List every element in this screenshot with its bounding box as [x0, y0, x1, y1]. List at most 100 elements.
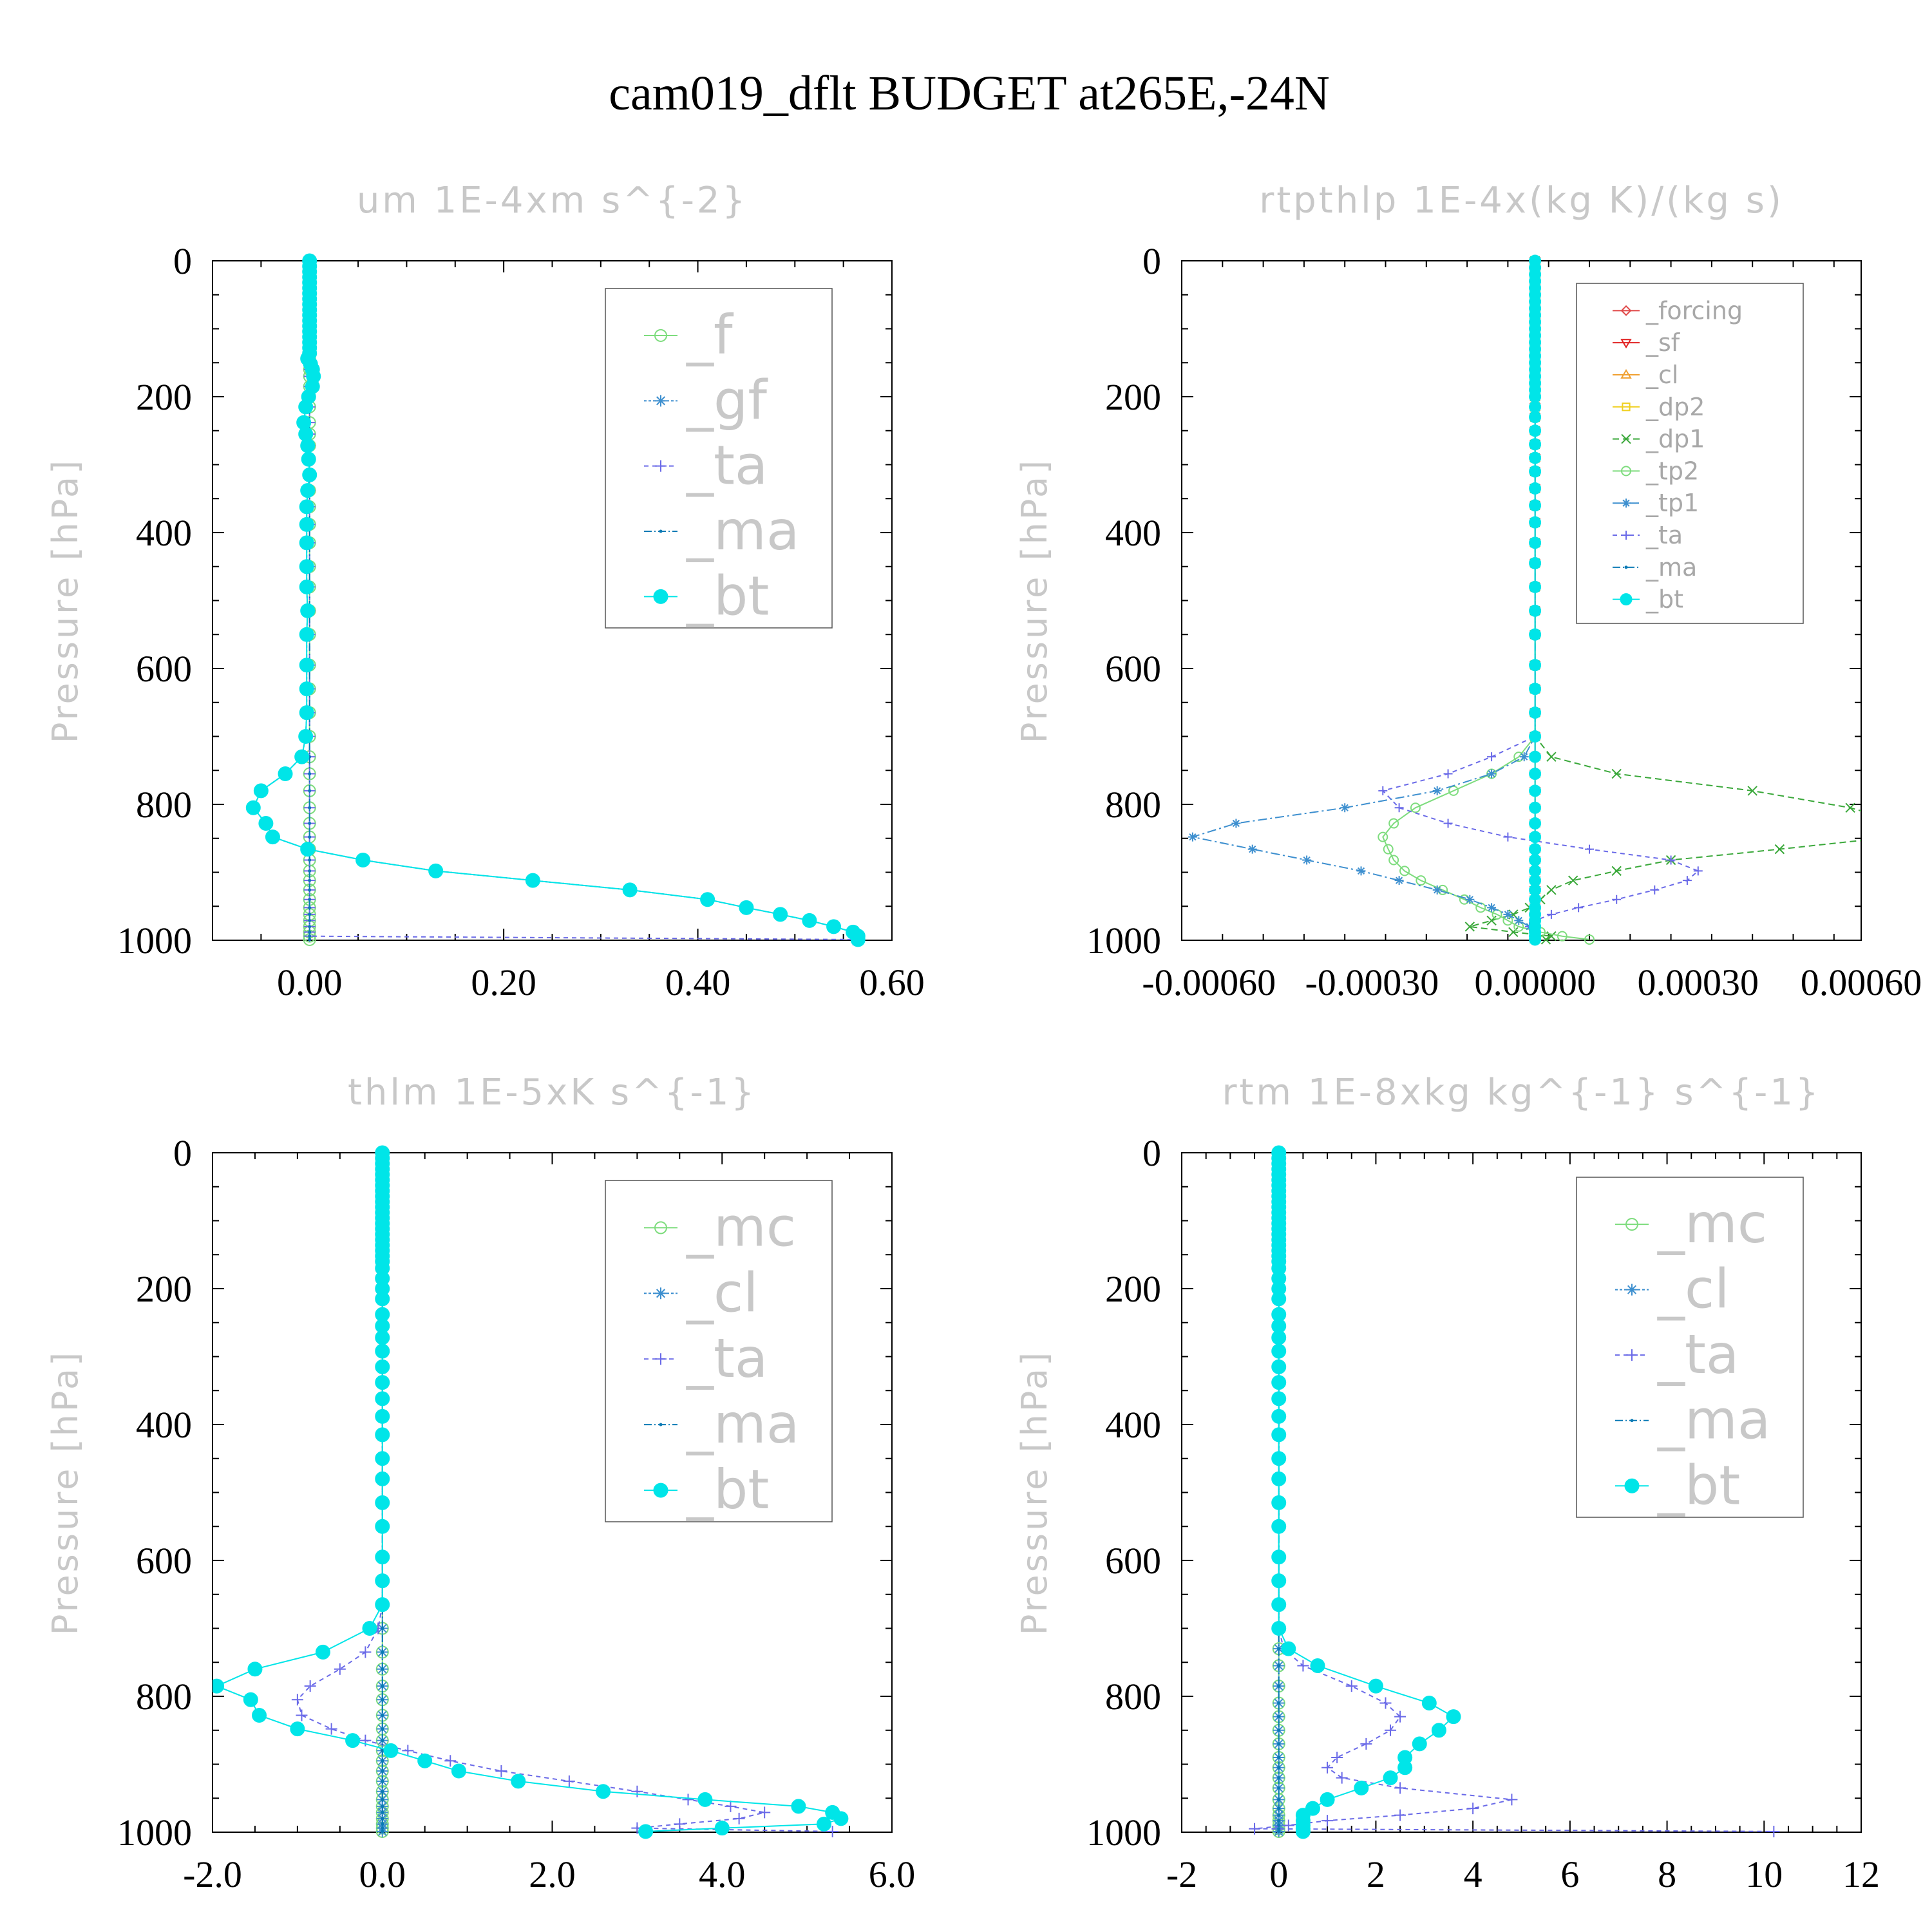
y-tick-label: 0 — [1142, 240, 1161, 282]
data-point — [850, 932, 866, 947]
y-axis-label: Pressure [hPa] — [45, 458, 86, 743]
legend-label: _bt — [1657, 1454, 1740, 1517]
data-point — [1345, 1680, 1358, 1692]
data-point — [375, 1375, 390, 1390]
data-point — [1487, 752, 1497, 762]
data-point — [1625, 1218, 1638, 1231]
legend-label: _mc — [686, 1195, 796, 1258]
data-point — [299, 658, 314, 673]
data-point — [1271, 1451, 1287, 1466]
data-point — [1271, 1549, 1287, 1565]
y-tick-label: 600 — [1105, 648, 1161, 690]
data-point — [1271, 1621, 1287, 1636]
data-point — [1774, 844, 1785, 855]
legend-label: _gf — [686, 368, 768, 431]
data-point — [733, 1812, 745, 1824]
data-point — [301, 451, 316, 467]
data-point — [381, 1650, 384, 1654]
y-tick-label: 400 — [136, 1404, 192, 1446]
data-point — [308, 930, 312, 934]
legend-label: _cl — [1645, 361, 1678, 389]
data-point — [759, 1806, 771, 1819]
data-point — [1277, 1797, 1281, 1801]
data-point — [682, 1794, 694, 1806]
data-point — [381, 1759, 384, 1763]
data-point — [1467, 1803, 1479, 1815]
data-point — [308, 772, 312, 776]
data-point — [299, 559, 314, 574]
legend-label: _ta — [1657, 1323, 1739, 1386]
chart-panel: 0 200 400 600 800 1000-0.00060 -0.00030 0.00000… — [1014, 180, 1922, 1003]
legend-box — [605, 288, 833, 629]
data-point — [381, 1698, 384, 1701]
data-point — [375, 1519, 390, 1534]
data-point — [1394, 876, 1404, 886]
legend-label: _forcing — [1645, 296, 1743, 325]
legend-label: _ma — [1645, 553, 1697, 582]
data-point — [308, 888, 312, 892]
data-point — [563, 1775, 575, 1787]
data-point — [1379, 1697, 1392, 1709]
data-point — [655, 395, 667, 407]
legend-box — [605, 1180, 833, 1522]
legend-label: _bt — [1645, 585, 1683, 614]
data-point — [308, 925, 312, 929]
data-point — [375, 1391, 390, 1406]
data-point — [1432, 885, 1442, 895]
chart-panel: 0 200 400 600 800 1000-2 0 2 4 6 8 10 12 rtm 1E-8xkg … — [1014, 1072, 1880, 1895]
data-point — [308, 806, 312, 810]
data-point — [1416, 875, 1426, 886]
chart-panel: 0 200 400 600 800 1000-2.0 0.0 2.0 4.0 6.0 thlm 1E… — [45, 1072, 915, 1895]
data-point — [375, 1573, 390, 1589]
data-point — [1397, 1760, 1413, 1776]
data-point — [308, 878, 312, 882]
data-point — [265, 829, 280, 845]
data-point — [381, 1627, 384, 1630]
data-point — [417, 1753, 433, 1768]
y-tick-label: 800 — [1105, 1676, 1161, 1718]
data-point — [1585, 844, 1594, 854]
data-point — [511, 1774, 526, 1789]
data-point — [1529, 580, 1542, 593]
data-point — [1271, 1375, 1287, 1390]
data-point — [1394, 803, 1404, 813]
data-point — [1622, 531, 1631, 540]
data-point — [1529, 516, 1542, 529]
data-point — [654, 328, 667, 342]
data-point — [697, 1792, 713, 1807]
data-point — [1277, 1715, 1281, 1719]
series-bt — [1271, 1145, 1461, 1839]
data-point — [1514, 916, 1524, 925]
plot-area — [213, 1145, 849, 1839]
data-point — [298, 729, 314, 744]
legend-label: _bt — [686, 564, 769, 627]
data-point — [325, 1723, 337, 1735]
y-tick-label: 1000 — [1086, 920, 1161, 961]
data-point — [1271, 1291, 1287, 1307]
x-tick-label: 0.20 — [471, 961, 536, 1003]
data-point — [1277, 1664, 1281, 1668]
data-point — [1271, 1573, 1287, 1589]
y-tick-label: 200 — [1105, 376, 1161, 418]
data-point — [381, 1714, 384, 1718]
data-point — [302, 467, 317, 482]
data-point — [299, 705, 314, 721]
y-axis-label: Pressure [hPa] — [1014, 458, 1055, 743]
x-tick-label: 4.0 — [699, 1853, 746, 1895]
data-point — [826, 919, 842, 934]
data-point — [1529, 401, 1542, 413]
y-tick-label: 800 — [136, 1676, 192, 1718]
data-point — [1529, 659, 1542, 672]
data-point — [1574, 903, 1584, 913]
data-point — [381, 1822, 384, 1826]
data-point — [1421, 1696, 1437, 1711]
chart-panel: 0 200 400 600 800 1000 0.00 0.20 0.40 0.60 um 1E-4… — [45, 180, 925, 1003]
y-tick-label: 1000 — [117, 1812, 192, 1853]
data-point — [1443, 819, 1453, 828]
y-tick-label: 0 — [173, 1132, 192, 1174]
data-point — [1277, 1819, 1281, 1823]
y-tick-label: 0 — [173, 240, 192, 282]
data-point — [1529, 390, 1542, 403]
y-tick-label: 600 — [136, 1540, 192, 1582]
